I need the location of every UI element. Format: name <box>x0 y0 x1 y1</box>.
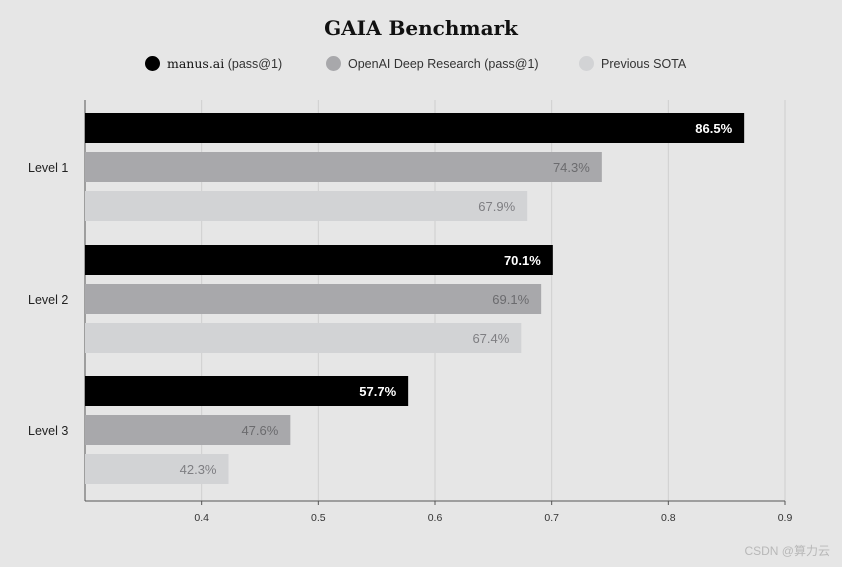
data-label-2-1: 47.6% <box>241 423 278 438</box>
x-tick-label-0: 0.4 <box>194 512 209 524</box>
category-label-1: Level 2 <box>28 293 68 307</box>
bar-2-0 <box>85 376 409 406</box>
bar-2-1 <box>85 415 291 445</box>
watermark: CSDN @算力云 <box>744 544 830 558</box>
data-label-1-0: 70.1% <box>504 253 541 268</box>
x-tick-label-4: 0.8 <box>661 512 676 524</box>
legend-suffix-openai: (pass@1) <box>484 56 539 71</box>
x-tick-label-5: 0.9 <box>778 512 793 524</box>
data-label-1-1: 69.1% <box>492 292 529 307</box>
data-label-0-1: 74.3% <box>553 160 590 175</box>
legend-swatch-manus <box>145 56 160 71</box>
bar-0-2 <box>85 191 528 221</box>
x-tick-label-2: 0.6 <box>428 512 443 524</box>
bar-0-1 <box>85 152 602 182</box>
data-label-0-0: 86.5% <box>695 121 732 136</box>
bar-0-0 <box>85 113 745 143</box>
chart-title: GAIA Benchmark <box>324 16 518 40</box>
bar-2-2 <box>85 454 229 484</box>
legend-swatch-previous-sota <box>579 56 594 71</box>
legend-suffix-manus: (pass@1) <box>227 56 283 71</box>
legend-swatch-openai <box>326 56 341 71</box>
data-label-1-2: 67.4% <box>472 331 509 346</box>
legend-label-previous-sota: Previous SOTA <box>601 56 687 71</box>
legend-label-openai: OpenAI Deep Research <box>348 56 481 71</box>
bar-1-0 <box>85 245 553 275</box>
legend-item-previous-sota: Previous SOTA <box>579 56 686 71</box>
category-label-2: Level 3 <box>28 424 68 438</box>
data-label-2-0: 57.7% <box>359 384 396 399</box>
bar-1-1 <box>85 284 542 314</box>
x-tick-label-3: 0.7 <box>544 512 559 524</box>
chart-legend: manus.ai (pass@1) OpenAI Deep Research (… <box>0 56 842 76</box>
legend-item-manus: manus.ai (pass@1) <box>145 56 282 71</box>
legend-item-openai: OpenAI Deep Research (pass@1) <box>326 56 539 71</box>
data-label-0-2: 67.9% <box>478 199 515 214</box>
legend-label-manus: manus.ai <box>167 56 225 71</box>
category-label-0: Level 1 <box>28 161 68 175</box>
bar-1-2 <box>85 323 522 353</box>
data-label-2-2: 42.3% <box>180 462 217 477</box>
x-tick-label-1: 0.5 <box>311 512 326 524</box>
